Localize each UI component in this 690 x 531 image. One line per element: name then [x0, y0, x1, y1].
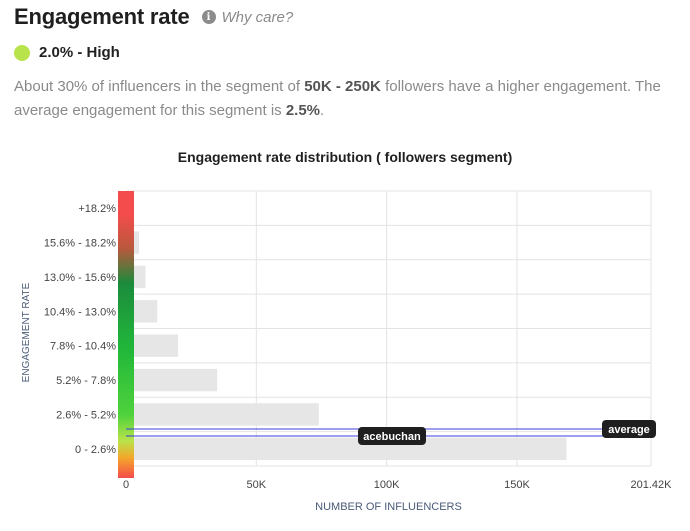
y-tick-label: 2.6% - 5.2% — [56, 409, 116, 421]
average-label-badge — [602, 420, 656, 438]
chart-title: Engagement rate distribution ( followers… — [177, 149, 513, 165]
y-tick-label: 0 - 2.6% — [75, 444, 116, 456]
header: Engagement rate i Why care? — [14, 4, 293, 30]
influencer-label: acebuchan — [363, 431, 421, 443]
description-average: 2.5% — [285, 102, 321, 119]
x-tick-label: 0 — [123, 479, 129, 491]
engagement-color-scale — [118, 191, 134, 478]
y-tick-label: 7.8% - 10.4% — [50, 341, 116, 353]
description-text-2: followers have a higher engagement. The … — [14, 78, 661, 119]
x-tick-label: 100K — [374, 479, 400, 491]
description-segment: 50K - 250K — [304, 78, 381, 95]
x-axis-title: NUMBER OF INFLUENCERS — [315, 501, 462, 513]
y-tick-label: 15.6% - 18.2% — [44, 238, 116, 250]
description-text-3: . — [320, 102, 325, 119]
description-text-1: About 30% of influencers in the segment … — [14, 78, 305, 95]
influencer-label-badge — [358, 427, 426, 445]
bar — [126, 403, 319, 426]
info-icon[interactable]: i — [201, 10, 216, 24]
why-care-link[interactable]: Why care? — [221, 8, 294, 26]
y-tick-label: +18.2% — [78, 203, 116, 215]
y-axis-title: ENGAGEMENT RATE — [21, 282, 32, 382]
x-tick-label: 201.42K — [631, 479, 673, 491]
y-tick-label: 13.0% - 15.6% — [44, 272, 116, 284]
bar — [126, 368, 218, 392]
y-tick-label: 5.2% - 7.8% — [56, 375, 116, 387]
engagement-level: 2.0% - High — [14, 44, 120, 61]
section-title: Engagement rate — [14, 4, 190, 29]
status-dot-icon — [14, 44, 30, 61]
bar — [126, 437, 567, 460]
engagement-level-label: 2.0% - High — [39, 44, 120, 61]
x-tick-label: 150K — [504, 479, 530, 491]
engagement-description: About 30% of influencers in the segment … — [14, 75, 679, 123]
bar — [126, 334, 179, 357]
average-label: average — [608, 424, 650, 436]
y-tick-label: 10.4% - 13.0% — [44, 306, 116, 318]
x-tick-label: 50K — [247, 479, 267, 491]
